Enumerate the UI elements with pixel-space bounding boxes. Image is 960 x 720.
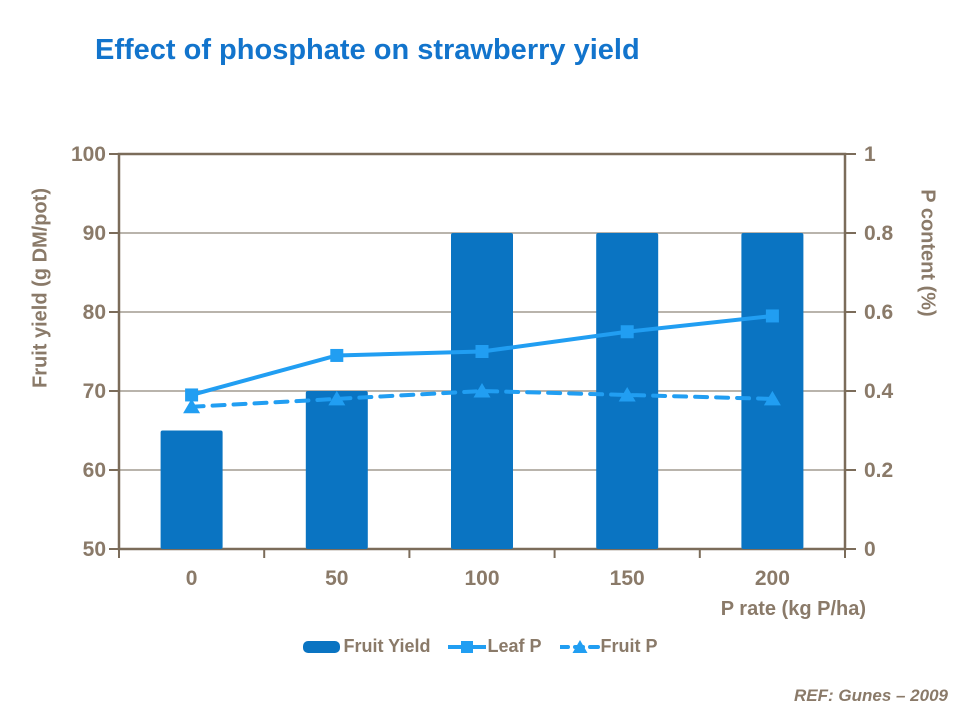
marker-triangle-50 <box>328 390 346 406</box>
legend-label-fruit-p: Fruit P <box>600 635 658 656</box>
marker-triangle-0 <box>183 398 201 414</box>
marker-square-100 <box>475 345 489 358</box>
left-axis-tick-label: 50 <box>83 538 106 561</box>
left-axis-title: Fruit yield (g DM/pot) <box>29 188 52 388</box>
legend-item-fruit-yield: Fruit Yield <box>302 636 430 657</box>
right-axis-tick-label: 0.4 <box>864 380 894 403</box>
right-axis-tick-label: 0 <box>864 538 876 561</box>
left-axis-tick-label: 80 <box>83 301 106 324</box>
marker-triangle-150 <box>618 386 636 402</box>
legend-item-leaf-p: Leaf P <box>448 635 542 657</box>
square-marker <box>461 640 474 653</box>
bar-fruit-yield-50 <box>305 391 368 549</box>
right-axis-tick-label: 0.8 <box>864 222 894 245</box>
x-axis-tick-label: 150 <box>610 567 645 590</box>
left-axis-tick-label: 60 <box>83 459 106 482</box>
right-axis-tick-label: 1 <box>864 143 876 166</box>
reference-text: REF: Gunes – 2009 <box>793 686 948 705</box>
solid-line-square-marker-icon <box>448 640 487 653</box>
x-axis-tick-label: 200 <box>755 567 790 590</box>
right-axis-tick-label: 0.2 <box>864 459 893 482</box>
right-axis-title: P content (%) <box>916 189 939 317</box>
left-axis-tick-label: 100 <box>71 143 106 166</box>
dashed-line-triangle-marker-icon <box>559 639 600 653</box>
legend-item-fruit-p: Fruit P <box>559 635 658 657</box>
bar-swatch-icon <box>303 640 341 653</box>
marker-square-0 <box>185 388 199 402</box>
x-axis-tick-label: 50 <box>325 567 348 590</box>
line-fruit-p <box>189 389 775 409</box>
marker-triangle-100 <box>473 383 491 398</box>
bar-fruit-yield-0 <box>160 430 223 549</box>
legend-label-fruit-yield: Fruit Yield <box>343 635 431 656</box>
bar-swatch-shape <box>303 640 341 653</box>
marker-square-50 <box>330 348 344 362</box>
x-axis-tick-label: 0 <box>186 567 198 590</box>
legend-label-leaf-p: Leaf P <box>487 635 542 656</box>
marker-triangle-200 <box>763 390 781 406</box>
marker-square-150 <box>620 325 634 339</box>
marker-square-200 <box>765 309 779 323</box>
left-axis-tick-label: 70 <box>83 380 106 403</box>
left-axis-tick-label: 90 <box>83 222 106 245</box>
triangle-marker <box>572 639 588 653</box>
right-axis-tick-label: 0.6 <box>864 301 893 324</box>
page-title: Effect of phosphate on strawberry yield <box>95 34 640 66</box>
x-axis-tick-label: 100 <box>464 567 499 590</box>
x-axis-title: P rate (kg P/ha) <box>720 598 866 620</box>
legend: Fruit Yield Leaf P Fruit P <box>0 635 960 657</box>
